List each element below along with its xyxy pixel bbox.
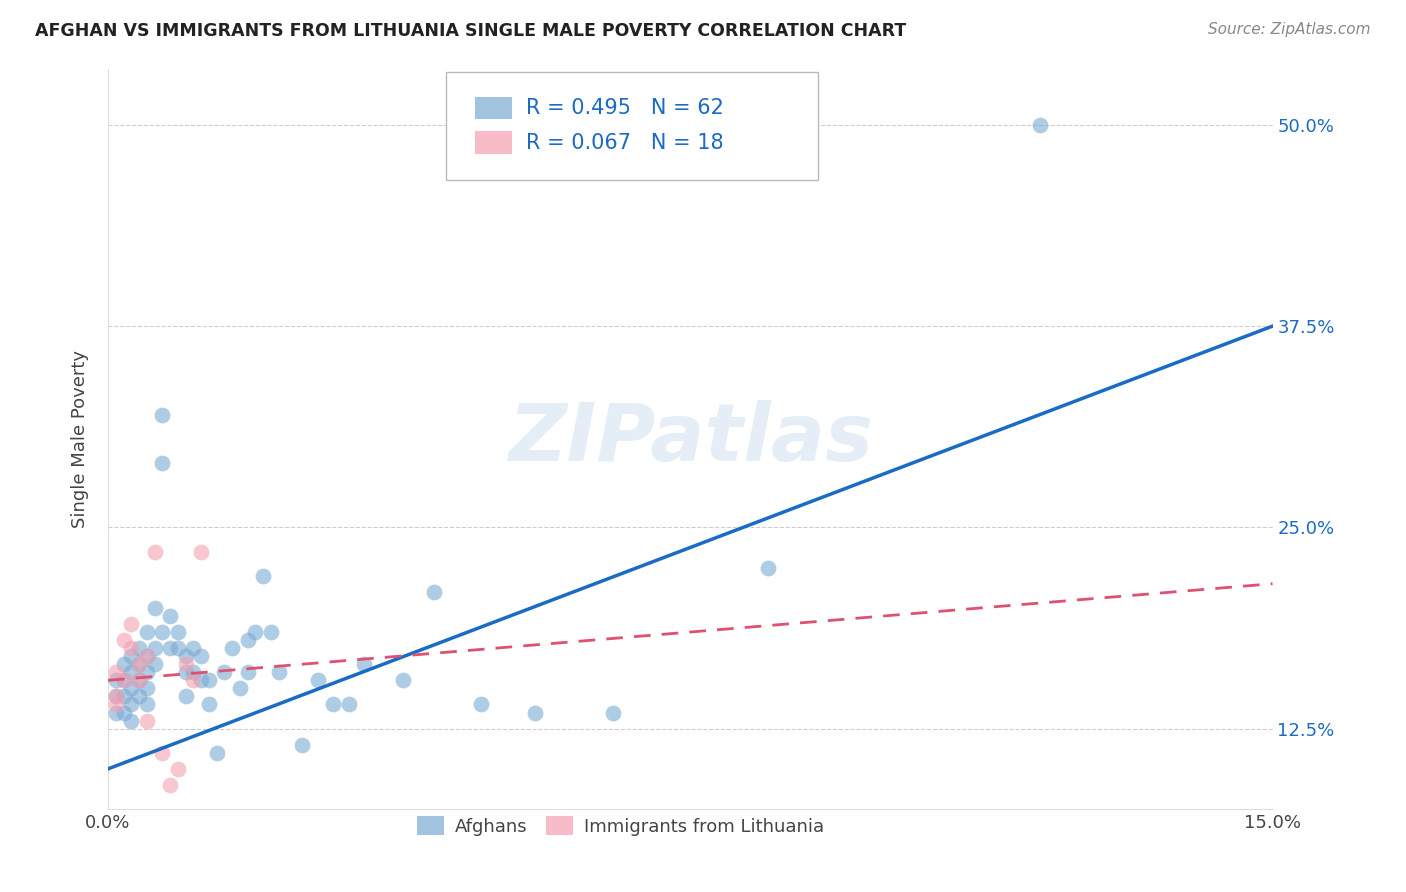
Point xyxy=(205,746,228,760)
Point xyxy=(120,714,142,728)
Point xyxy=(128,673,150,688)
Point xyxy=(104,706,127,720)
Point xyxy=(143,544,166,558)
Point xyxy=(167,625,190,640)
FancyBboxPatch shape xyxy=(475,131,512,153)
Point xyxy=(267,665,290,680)
Point xyxy=(159,609,181,624)
Point xyxy=(135,698,157,712)
Point xyxy=(104,665,127,680)
Point xyxy=(183,665,205,680)
Point xyxy=(159,778,181,792)
Point xyxy=(174,690,197,704)
Point xyxy=(150,456,173,470)
Point xyxy=(1028,118,1050,132)
Point xyxy=(120,617,142,632)
Point xyxy=(120,649,142,664)
Point xyxy=(174,649,197,664)
Point xyxy=(120,698,142,712)
Point xyxy=(135,649,157,664)
Point xyxy=(214,665,236,680)
Point xyxy=(120,641,142,656)
FancyBboxPatch shape xyxy=(475,96,512,119)
Point xyxy=(524,706,547,720)
Point xyxy=(260,625,283,640)
Point xyxy=(167,762,190,776)
Point xyxy=(135,649,157,664)
Point xyxy=(337,698,360,712)
Point xyxy=(190,673,212,688)
Point xyxy=(104,690,127,704)
Point xyxy=(128,690,150,704)
Point xyxy=(174,665,197,680)
Point xyxy=(167,641,190,656)
Point xyxy=(183,673,205,688)
Point xyxy=(392,673,415,688)
Point xyxy=(128,657,150,672)
Point xyxy=(198,698,221,712)
Text: ZIPatlas: ZIPatlas xyxy=(508,400,873,478)
Point xyxy=(236,665,259,680)
Point xyxy=(236,633,259,648)
Point xyxy=(128,673,150,688)
Text: Source: ZipAtlas.com: Source: ZipAtlas.com xyxy=(1208,22,1371,37)
Point xyxy=(470,698,492,712)
Point xyxy=(104,673,127,688)
Point xyxy=(112,657,135,672)
Point xyxy=(104,698,127,712)
Point xyxy=(120,665,142,680)
Point xyxy=(150,408,173,422)
Point xyxy=(190,544,212,558)
Point xyxy=(135,665,157,680)
Point xyxy=(183,641,205,656)
Point xyxy=(112,673,135,688)
Point xyxy=(174,657,197,672)
Point xyxy=(112,706,135,720)
Point xyxy=(112,690,135,704)
Point xyxy=(159,641,181,656)
Point xyxy=(112,633,135,648)
Y-axis label: Single Male Poverty: Single Male Poverty xyxy=(72,350,89,528)
Point xyxy=(104,690,127,704)
Text: R = 0.067   N = 18: R = 0.067 N = 18 xyxy=(526,133,724,153)
Point xyxy=(135,714,157,728)
Point xyxy=(190,649,212,664)
Text: AFGHAN VS IMMIGRANTS FROM LITHUANIA SINGLE MALE POVERTY CORRELATION CHART: AFGHAN VS IMMIGRANTS FROM LITHUANIA SING… xyxy=(35,22,907,40)
Point xyxy=(198,673,221,688)
Point xyxy=(221,641,243,656)
Legend: Afghans, Immigrants from Lithuania: Afghans, Immigrants from Lithuania xyxy=(408,807,832,845)
Point xyxy=(423,584,446,599)
Point xyxy=(112,673,135,688)
Point xyxy=(252,568,274,582)
Point xyxy=(135,625,157,640)
Text: R = 0.495   N = 62: R = 0.495 N = 62 xyxy=(526,98,724,118)
Point xyxy=(602,706,624,720)
Point xyxy=(128,657,150,672)
Point xyxy=(143,657,166,672)
Point xyxy=(229,681,252,696)
Point xyxy=(353,657,375,672)
Point xyxy=(150,625,173,640)
Point xyxy=(756,560,779,574)
Point xyxy=(322,698,344,712)
Point xyxy=(143,641,166,656)
Point xyxy=(307,673,329,688)
Point xyxy=(120,681,142,696)
Point xyxy=(135,681,157,696)
Point xyxy=(291,738,314,752)
Point xyxy=(245,625,267,640)
Point xyxy=(143,600,166,615)
Point xyxy=(128,641,150,656)
FancyBboxPatch shape xyxy=(446,72,818,179)
Point xyxy=(150,746,173,760)
